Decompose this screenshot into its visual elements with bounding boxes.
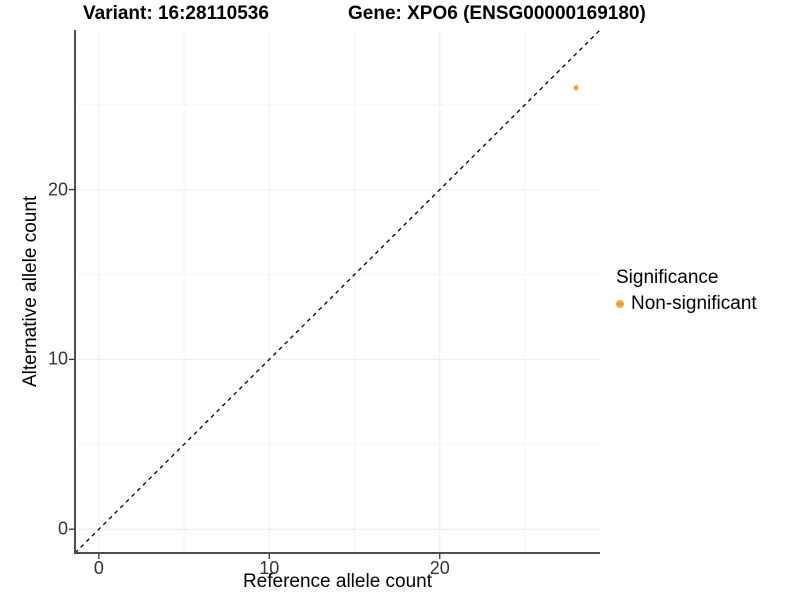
x-tick-label: 10 (259, 558, 280, 578)
legend-title: Significance (616, 267, 719, 288)
y-tick-labels: 0 10 20 (28, 30, 68, 553)
y-tick-label: 20 (47, 179, 68, 200)
plot-title-variant: Variant: 16:28110536 (83, 3, 269, 24)
legend: Significance Non-significant (616, 267, 757, 315)
y-tick-label: 10 (47, 348, 68, 369)
x-tick-label: 0 (93, 558, 104, 578)
legend-point-icon (616, 300, 624, 308)
x-tick-label: 20 (429, 558, 450, 578)
legend-item-label: Non-significant (631, 293, 757, 314)
y-tick-label: 0 (57, 518, 68, 539)
x-axis-title: Reference allele count (242, 571, 433, 592)
plot-panel (69, 29, 601, 559)
plot-title-gene: Gene: XPO6 (ENSG00000169180) (348, 3, 646, 24)
data-point (573, 85, 579, 91)
legend-item: Non-significant (616, 293, 757, 315)
identity-dashed-line (74, 29, 601, 554)
x-tick-labels: 0 10 20 (75, 557, 600, 583)
